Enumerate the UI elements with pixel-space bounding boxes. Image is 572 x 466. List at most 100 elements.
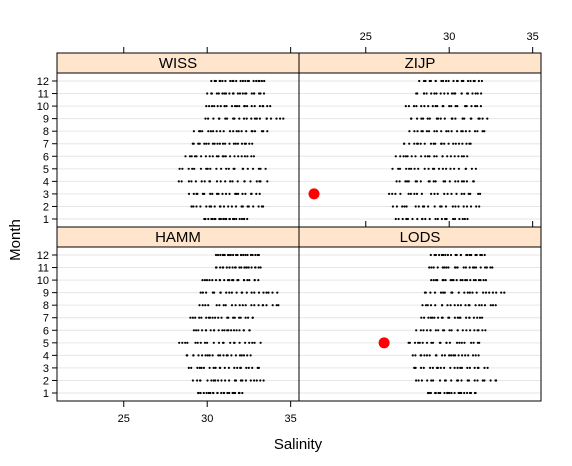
data-point bbox=[211, 316, 214, 319]
data-point bbox=[417, 205, 420, 208]
data-point bbox=[227, 316, 230, 319]
data-point bbox=[219, 205, 222, 208]
data-point bbox=[445, 130, 448, 133]
data-point bbox=[235, 217, 238, 221]
data-point bbox=[443, 291, 446, 294]
data-point bbox=[450, 354, 453, 357]
x-axis-title: Salinity bbox=[274, 436, 323, 453]
data-point bbox=[433, 192, 436, 195]
data-point bbox=[199, 379, 202, 382]
data-point bbox=[250, 291, 253, 294]
data-point bbox=[185, 354, 188, 357]
data-point bbox=[425, 92, 428, 95]
x-tick-label: 30 bbox=[201, 413, 213, 425]
data-point bbox=[445, 266, 448, 269]
data-point bbox=[232, 279, 235, 282]
data-point bbox=[224, 117, 227, 120]
data-point bbox=[423, 205, 426, 208]
data-point bbox=[257, 266, 260, 269]
data-point bbox=[495, 291, 498, 294]
data-point bbox=[232, 79, 235, 83]
data-point bbox=[406, 217, 409, 221]
data-point bbox=[452, 354, 455, 357]
data-point bbox=[459, 316, 462, 319]
data-point bbox=[466, 391, 469, 395]
data-point bbox=[227, 205, 230, 208]
panel-lods: LODS bbox=[298, 221, 542, 402]
data-point bbox=[436, 217, 439, 221]
data-point bbox=[473, 266, 476, 269]
data-point bbox=[222, 354, 225, 357]
data-point bbox=[453, 304, 456, 307]
data-point bbox=[239, 316, 242, 319]
data-point bbox=[217, 354, 220, 357]
data-point bbox=[215, 180, 219, 183]
data-point bbox=[440, 79, 443, 83]
strip-label: WISS bbox=[159, 55, 197, 72]
data-point bbox=[252, 79, 255, 83]
data-point bbox=[401, 205, 404, 208]
data-point bbox=[180, 180, 183, 183]
data-point bbox=[461, 217, 464, 221]
data-point bbox=[228, 142, 231, 145]
data-point bbox=[442, 105, 445, 108]
data-point bbox=[472, 316, 475, 319]
data-point bbox=[184, 341, 187, 344]
data-point bbox=[480, 92, 483, 95]
data-point bbox=[232, 130, 235, 133]
data-point bbox=[250, 155, 253, 158]
data-point bbox=[246, 105, 249, 108]
data-point bbox=[243, 155, 246, 158]
data-point bbox=[216, 253, 220, 257]
data-point bbox=[188, 155, 192, 158]
y-tick-label: 12 bbox=[37, 250, 49, 262]
data-point bbox=[450, 130, 453, 133]
data-point bbox=[199, 205, 202, 208]
data-point bbox=[472, 341, 475, 344]
data-point bbox=[239, 79, 242, 83]
data-point bbox=[466, 155, 469, 158]
data-point bbox=[446, 304, 449, 307]
data-point bbox=[241, 167, 244, 170]
data-point bbox=[228, 217, 231, 221]
data-point bbox=[192, 354, 195, 357]
data-point bbox=[217, 155, 220, 158]
data-point bbox=[397, 167, 400, 170]
data-point bbox=[251, 341, 254, 344]
data-point bbox=[233, 167, 236, 170]
data-point bbox=[218, 279, 222, 282]
data-point bbox=[271, 291, 274, 294]
data-point bbox=[242, 117, 246, 120]
data-point bbox=[222, 217, 225, 221]
data-point bbox=[238, 217, 241, 221]
data-point bbox=[455, 192, 458, 195]
data-point bbox=[443, 354, 446, 357]
data-point bbox=[431, 105, 434, 108]
data-point bbox=[212, 366, 215, 369]
data-point bbox=[241, 92, 244, 95]
data-point bbox=[219, 291, 222, 294]
data-point bbox=[178, 341, 181, 344]
data-point bbox=[241, 291, 244, 294]
data-point bbox=[481, 316, 484, 319]
data-point bbox=[458, 217, 461, 221]
data-point bbox=[224, 379, 227, 382]
data-point bbox=[422, 117, 425, 120]
data-point bbox=[238, 316, 241, 319]
data-point bbox=[202, 391, 205, 395]
data-point bbox=[441, 316, 444, 319]
data-point bbox=[421, 130, 424, 133]
data-point bbox=[448, 354, 451, 357]
data-point bbox=[206, 167, 209, 170]
data-point bbox=[198, 316, 201, 319]
data-point bbox=[190, 155, 193, 158]
data-point bbox=[471, 92, 474, 95]
data-point bbox=[416, 92, 419, 95]
data-point bbox=[433, 92, 436, 95]
data-point bbox=[432, 266, 435, 269]
data-point bbox=[228, 291, 231, 294]
data-point bbox=[220, 391, 223, 395]
y-tick-label: 1 bbox=[43, 388, 49, 400]
data-point bbox=[441, 354, 444, 357]
data-point bbox=[198, 142, 201, 145]
